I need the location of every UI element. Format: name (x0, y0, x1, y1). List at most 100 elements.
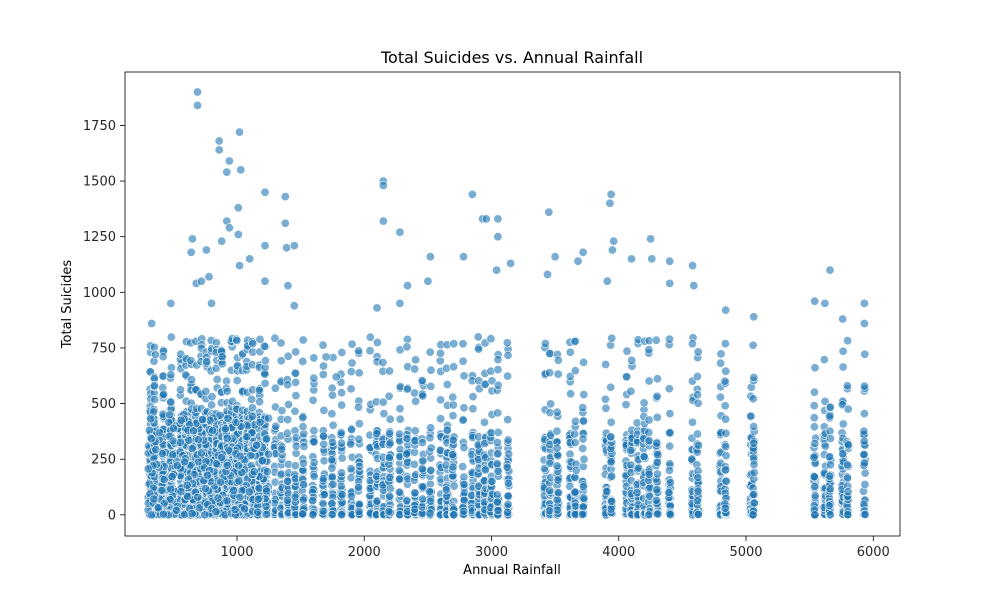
data-point (653, 450, 663, 460)
data-point (552, 407, 562, 417)
data-point (271, 421, 281, 431)
data-point (493, 214, 503, 224)
data-point (264, 449, 274, 459)
data-point (277, 406, 287, 416)
data-point (720, 503, 730, 513)
data-point (402, 449, 412, 459)
data-point (720, 339, 730, 349)
data-point (571, 465, 581, 475)
data-point (309, 373, 319, 383)
data-point (385, 484, 395, 494)
data-point (493, 232, 503, 242)
data-point (331, 372, 341, 382)
data-point (721, 451, 731, 461)
data-point (166, 370, 176, 380)
data-point (327, 509, 337, 519)
data-point (222, 433, 232, 443)
data-point (606, 417, 616, 427)
data-point (277, 444, 287, 454)
y-axis-ticks: 0 250 500 750 1000 1250 1500 1750 (83, 119, 125, 523)
data-point (601, 403, 611, 413)
data-point (693, 398, 703, 408)
data-point (232, 335, 242, 345)
data-point (417, 375, 427, 385)
data-point (166, 332, 176, 342)
data-point (193, 87, 203, 97)
data-point (721, 476, 731, 486)
data-point (308, 510, 318, 520)
data-point (395, 298, 405, 308)
data-point (448, 411, 458, 421)
data-point (692, 371, 702, 381)
data-point (693, 473, 703, 483)
data-point (264, 413, 274, 423)
data-point (321, 352, 331, 362)
data-point (217, 236, 227, 246)
data-point (202, 357, 212, 367)
data-point (553, 451, 563, 461)
data-point (318, 340, 328, 350)
data-point (426, 381, 436, 391)
data-point (810, 510, 820, 520)
x-tick-label: 6000 (857, 545, 890, 560)
data-point (372, 429, 382, 439)
data-point (546, 430, 556, 440)
data-point (721, 366, 731, 376)
data-point (859, 449, 869, 459)
data-point (283, 281, 293, 291)
data-point (838, 362, 848, 372)
data-point (196, 276, 206, 286)
data-point (602, 276, 612, 286)
data-point (553, 475, 563, 485)
data-point (204, 272, 214, 282)
data-point (720, 376, 730, 386)
data-point (261, 501, 271, 511)
x-axis-label: Annual Rainfall (463, 563, 561, 578)
data-point (449, 362, 459, 372)
x-tick-label: 5000 (729, 545, 762, 560)
data-point (176, 415, 186, 425)
data-point (627, 355, 637, 365)
data-point (187, 444, 197, 454)
data-point (578, 502, 588, 512)
data-point (260, 356, 270, 366)
data-point (542, 269, 552, 279)
data-point (402, 281, 412, 291)
data-point (425, 433, 435, 443)
scatter-points (143, 87, 870, 520)
data-point (435, 348, 445, 358)
data-point (606, 457, 616, 467)
data-point (169, 423, 179, 433)
data-point (197, 415, 207, 425)
data-point (644, 436, 654, 446)
data-point (309, 457, 319, 467)
data-point (425, 252, 435, 262)
data-point (716, 349, 726, 359)
data-point (298, 335, 308, 345)
data-point (384, 452, 394, 462)
data-point (565, 371, 575, 381)
data-point (578, 416, 588, 426)
data-point (487, 476, 497, 486)
data-point (459, 403, 469, 413)
data-point (860, 509, 870, 519)
data-point (378, 397, 388, 407)
data-point (692, 496, 702, 506)
data-point (354, 434, 364, 444)
data-point (337, 347, 347, 357)
data-point (291, 441, 301, 451)
data-point (372, 303, 382, 313)
data-point (283, 351, 293, 361)
data-point (385, 429, 395, 439)
data-point (222, 496, 232, 506)
data-point (207, 400, 217, 410)
data-point (318, 474, 328, 484)
data-point (570, 437, 580, 447)
data-point (318, 369, 328, 379)
data-point (687, 339, 697, 349)
data-point (235, 261, 245, 271)
x-tick-label: 3000 (475, 545, 508, 560)
data-point (229, 485, 239, 495)
data-point (244, 487, 254, 497)
data-point (621, 400, 631, 410)
